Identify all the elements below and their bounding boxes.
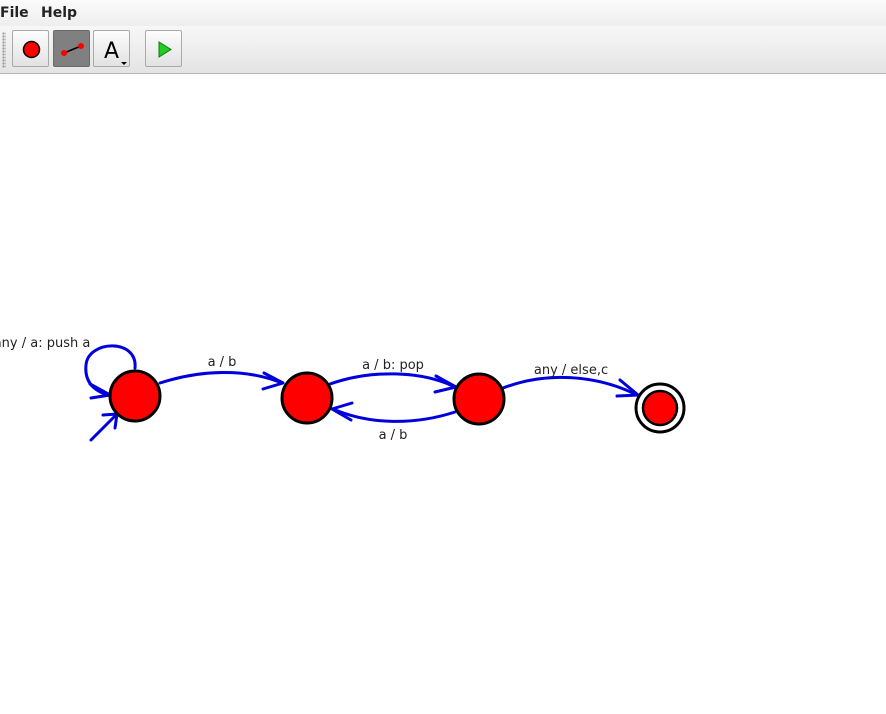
menu-help[interactable]: Help: [41, 5, 78, 21]
label-q1-q2: a / b: pop: [362, 358, 424, 373]
label-q0-q1: a / b: [208, 355, 237, 370]
letter-a-icon: A: [104, 39, 127, 65]
transition-q1-q2[interactable]: [328, 372, 457, 389]
text-tool-button[interactable]: A: [93, 30, 130, 67]
menu-bar: File Help: [0, 0, 886, 26]
run-button[interactable]: [145, 30, 182, 67]
menu-file[interactable]: File: [0, 5, 29, 21]
red-circle-icon: [22, 40, 41, 59]
transition-q2-q3[interactable]: [501, 375, 639, 397]
initial-state-arrow: [89, 412, 119, 442]
state-q1[interactable]: [280, 371, 334, 425]
label-q2-q1: a / b: [379, 428, 408, 443]
transition-line-icon: [61, 43, 84, 56]
state-q3[interactable]: [641, 389, 679, 427]
diagram-canvas[interactable]: any / a: push a a / b a / b: pop a / b a…: [0, 74, 886, 714]
state-q0[interactable]: [108, 369, 162, 423]
label-q2-q3: any / else,c: [534, 363, 608, 378]
add-transition-button[interactable]: [53, 30, 90, 67]
text-tool-glyph: A: [104, 39, 119, 64]
label-q0-q0: any / a: push a: [0, 336, 90, 351]
toolbar-grip[interactable]: [2, 32, 6, 68]
state-q2[interactable]: [452, 372, 506, 426]
transition-q0-q1[interactable]: [158, 371, 284, 385]
arrowhead-q2-q1: [330, 401, 354, 422]
transition-q2-q1[interactable]: [331, 407, 457, 423]
add-state-button[interactable]: [12, 30, 49, 67]
toolbar: A: [0, 26, 886, 74]
play-icon: [158, 41, 172, 58]
arrowhead-q0-q1: [261, 371, 285, 391]
transition-q0-q0[interactable]: [84, 344, 137, 397]
arrowhead-q2-q3: [615, 378, 640, 398]
arrowhead-q0-q0: [88, 382, 112, 400]
dropdown-arrow-icon: [121, 62, 127, 65]
